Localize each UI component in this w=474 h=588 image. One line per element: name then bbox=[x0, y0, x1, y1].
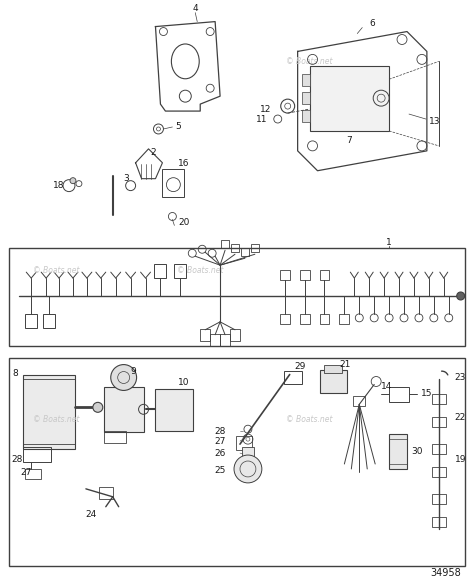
Text: 8: 8 bbox=[12, 369, 18, 378]
Bar bbox=[231, 244, 239, 252]
Bar bbox=[104, 387, 144, 432]
Text: 30: 30 bbox=[411, 446, 422, 456]
Bar bbox=[432, 467, 446, 477]
Bar bbox=[432, 417, 446, 427]
Circle shape bbox=[234, 455, 262, 483]
Text: 10: 10 bbox=[178, 378, 190, 387]
Bar bbox=[220, 334, 230, 346]
Bar bbox=[9, 358, 465, 566]
Bar bbox=[432, 517, 446, 527]
Text: © Boats.net: © Boats.net bbox=[177, 266, 223, 275]
Bar bbox=[319, 369, 347, 393]
Bar bbox=[23, 447, 51, 462]
Bar bbox=[236, 436, 252, 450]
Bar bbox=[210, 334, 220, 346]
Bar bbox=[432, 494, 446, 504]
Text: 23: 23 bbox=[455, 373, 466, 382]
Bar bbox=[300, 314, 310, 324]
Text: 2: 2 bbox=[151, 148, 156, 158]
Text: 22: 22 bbox=[455, 413, 466, 422]
Text: 26: 26 bbox=[215, 449, 226, 457]
Bar bbox=[325, 365, 342, 373]
Text: 1: 1 bbox=[386, 238, 392, 247]
Text: 7: 7 bbox=[346, 136, 352, 145]
Text: © Boats.net: © Boats.net bbox=[33, 415, 79, 424]
Text: 5: 5 bbox=[175, 122, 181, 132]
Circle shape bbox=[70, 178, 76, 183]
Bar bbox=[251, 244, 259, 252]
Text: 6: 6 bbox=[369, 19, 375, 28]
Text: 15: 15 bbox=[421, 389, 432, 398]
Text: 18: 18 bbox=[53, 181, 65, 190]
Text: 20: 20 bbox=[178, 218, 190, 227]
Text: 11: 11 bbox=[256, 115, 268, 123]
Bar bbox=[319, 314, 329, 324]
Text: 27: 27 bbox=[20, 469, 32, 477]
Bar bbox=[432, 444, 446, 454]
Text: 29: 29 bbox=[295, 362, 306, 371]
Bar bbox=[200, 329, 210, 340]
Bar bbox=[300, 270, 310, 280]
Bar bbox=[174, 264, 186, 278]
Text: © Boats.net: © Boats.net bbox=[286, 57, 333, 66]
Bar bbox=[280, 270, 290, 280]
Bar bbox=[242, 447, 254, 461]
Text: 34958: 34958 bbox=[430, 569, 461, 579]
Text: © Boats.net: © Boats.net bbox=[33, 266, 79, 275]
Bar bbox=[43, 314, 55, 328]
Bar bbox=[230, 329, 240, 340]
Bar bbox=[339, 314, 349, 324]
Bar bbox=[25, 469, 41, 479]
Bar bbox=[9, 248, 465, 346]
Text: © Boats.net: © Boats.net bbox=[286, 415, 333, 424]
Bar bbox=[301, 110, 310, 122]
Bar bbox=[99, 487, 113, 499]
Bar bbox=[301, 92, 310, 104]
Text: 9: 9 bbox=[131, 367, 137, 376]
Bar bbox=[284, 370, 301, 385]
Bar bbox=[241, 248, 249, 256]
Bar bbox=[301, 74, 310, 86]
Text: 13: 13 bbox=[429, 116, 440, 125]
Bar bbox=[353, 396, 365, 406]
Text: 27: 27 bbox=[215, 437, 226, 446]
Bar bbox=[319, 270, 329, 280]
Bar bbox=[163, 169, 184, 196]
Text: 25: 25 bbox=[215, 466, 226, 476]
Bar bbox=[389, 434, 407, 469]
Text: 28: 28 bbox=[11, 455, 23, 463]
Text: 4: 4 bbox=[192, 4, 198, 13]
Text: 24: 24 bbox=[85, 510, 97, 519]
Circle shape bbox=[93, 402, 103, 412]
Bar bbox=[23, 375, 75, 449]
Bar bbox=[221, 240, 229, 248]
Circle shape bbox=[111, 365, 137, 390]
Bar bbox=[25, 314, 37, 328]
Text: 14: 14 bbox=[381, 382, 392, 391]
Circle shape bbox=[457, 292, 465, 300]
Bar bbox=[155, 264, 166, 278]
Text: 21: 21 bbox=[339, 360, 351, 369]
Bar bbox=[280, 314, 290, 324]
Bar bbox=[155, 389, 193, 431]
Text: 19: 19 bbox=[455, 455, 466, 463]
Bar bbox=[432, 395, 446, 405]
Bar bbox=[389, 387, 409, 402]
Bar bbox=[104, 431, 126, 443]
Text: 3: 3 bbox=[124, 174, 129, 183]
Bar bbox=[310, 66, 389, 131]
Text: 12: 12 bbox=[260, 105, 272, 113]
Text: 16: 16 bbox=[178, 159, 190, 168]
Text: 28: 28 bbox=[215, 427, 226, 436]
